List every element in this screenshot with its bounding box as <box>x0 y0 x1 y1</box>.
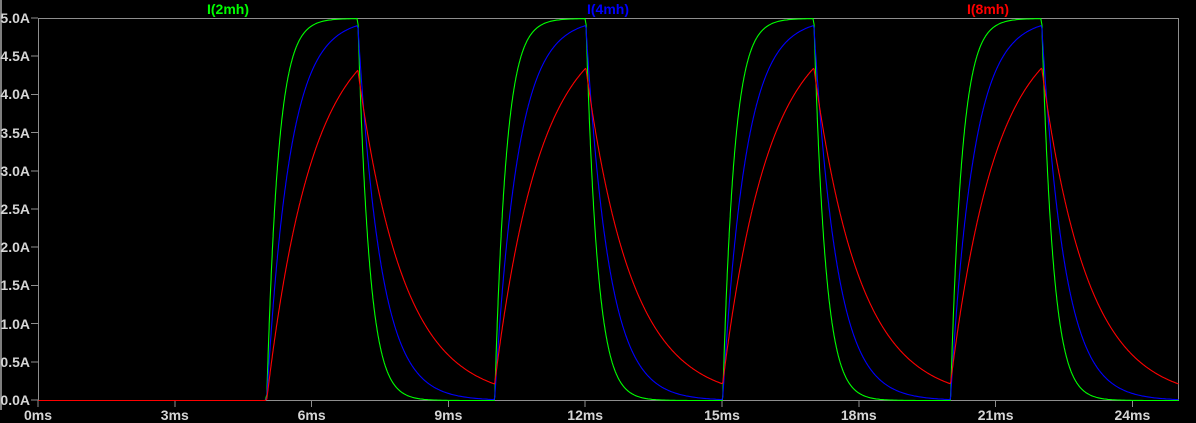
svg-text:3.5A: 3.5A <box>0 125 30 141</box>
svg-text:I(4mh): I(4mh) <box>587 1 629 17</box>
svg-text:21ms: 21ms <box>978 407 1014 423</box>
svg-text:12ms: 12ms <box>567 407 603 423</box>
svg-text:15ms: 15ms <box>704 407 740 423</box>
svg-text:4.5A: 4.5A <box>0 48 30 64</box>
svg-text:0.0A: 0.0A <box>0 392 30 408</box>
svg-text:1.5A: 1.5A <box>0 277 30 293</box>
svg-text:2.5A: 2.5A <box>0 201 30 217</box>
svg-text:0.5A: 0.5A <box>0 354 30 370</box>
svg-text:18ms: 18ms <box>841 407 877 423</box>
svg-text:2.0A: 2.0A <box>0 239 30 255</box>
svg-text:I(8mh): I(8mh) <box>967 1 1009 17</box>
svg-text:4.0A: 4.0A <box>0 86 30 102</box>
svg-text:5.0A: 5.0A <box>0 10 30 26</box>
svg-text:1.0A: 1.0A <box>0 316 30 332</box>
svg-text:0ms: 0ms <box>24 407 52 423</box>
svg-text:9ms: 9ms <box>434 407 462 423</box>
svg-text:I(2mh): I(2mh) <box>207 1 249 17</box>
svg-text:3ms: 3ms <box>161 407 189 423</box>
svg-text:24ms: 24ms <box>1114 407 1150 423</box>
svg-text:6ms: 6ms <box>298 407 326 423</box>
svg-text:3.0A: 3.0A <box>0 163 30 179</box>
